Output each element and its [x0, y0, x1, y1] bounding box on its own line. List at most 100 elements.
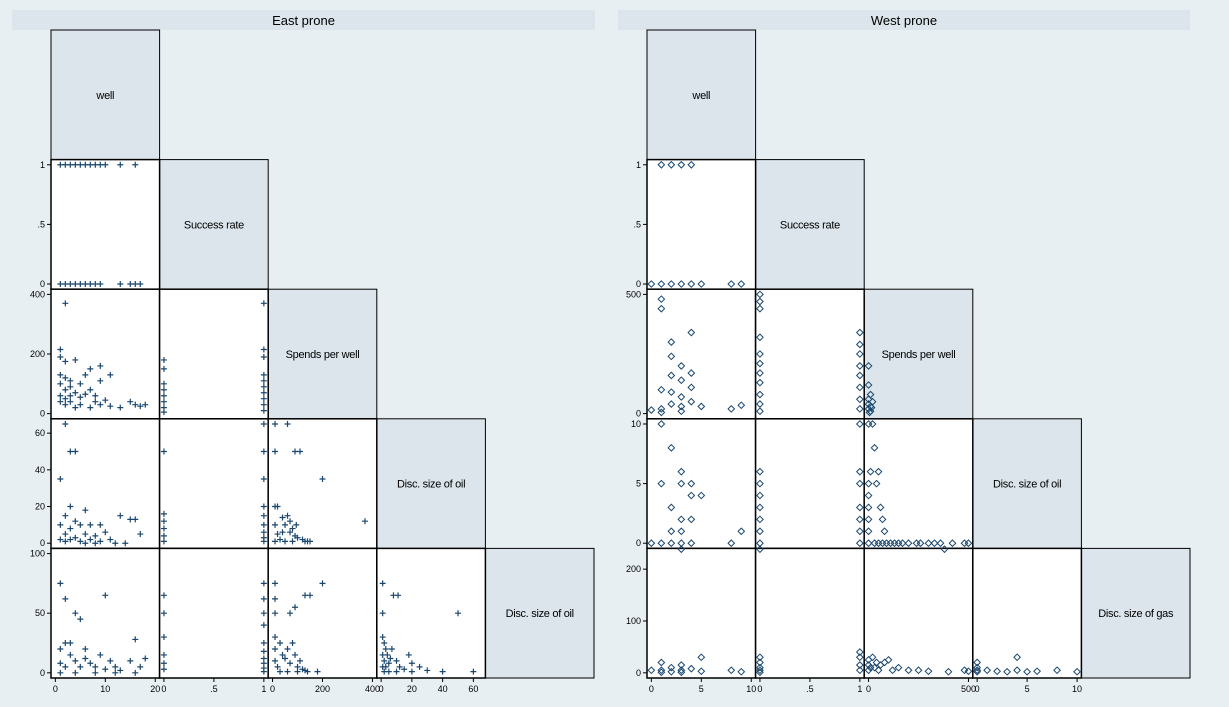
data-point — [756, 390, 764, 399]
data-point — [756, 491, 764, 500]
data-point — [408, 660, 415, 667]
data-point — [361, 518, 368, 525]
x-tick-label: 400 — [365, 684, 380, 694]
data-point — [284, 645, 291, 652]
diagonal-cell — [863, 288, 974, 420]
data-point — [424, 667, 431, 674]
x-tick-label: 0 — [757, 684, 762, 694]
data-point — [279, 651, 286, 658]
data-point — [307, 592, 314, 599]
data-point — [272, 538, 279, 545]
data-point — [904, 539, 913, 548]
y-tick-label: 0 — [40, 279, 45, 289]
data-point — [697, 280, 706, 288]
data-point — [77, 538, 84, 545]
data-point — [102, 397, 109, 404]
x-tick-label: 0 — [270, 684, 275, 694]
data-point — [677, 527, 686, 536]
x-tick-label: .5 — [806, 684, 814, 694]
data-point — [72, 404, 79, 411]
x-tick-label: 0 — [975, 684, 980, 694]
data-point — [289, 640, 296, 647]
data-point — [282, 655, 289, 662]
x-tick-label: 20 — [150, 684, 160, 694]
data-point — [697, 491, 706, 500]
x-tick-label: 10 — [1072, 684, 1082, 694]
data-point — [260, 448, 267, 455]
data-point — [82, 531, 89, 538]
data-point — [667, 503, 676, 512]
data-point — [67, 536, 74, 543]
data-point — [737, 280, 746, 288]
data-point — [289, 538, 296, 545]
data-point — [667, 388, 676, 397]
data-point — [260, 622, 267, 629]
data-point — [319, 476, 326, 483]
data-point — [868, 420, 877, 428]
data-point — [677, 545, 686, 554]
data-point — [82, 540, 89, 547]
diagonal-cell — [267, 288, 378, 420]
data-point — [160, 666, 167, 673]
data-point — [107, 371, 114, 378]
data-point — [160, 380, 167, 387]
data-point — [272, 448, 279, 455]
data-point — [57, 392, 64, 399]
data-point — [260, 353, 267, 360]
data-point — [279, 529, 286, 536]
data-point — [137, 281, 144, 288]
data-point — [1013, 666, 1022, 675]
data-point — [855, 340, 864, 349]
data-point — [67, 651, 74, 658]
data-point — [379, 580, 386, 587]
data-point — [160, 610, 167, 617]
plot-cell — [646, 288, 757, 420]
data-point — [647, 666, 656, 675]
data-point — [289, 525, 296, 532]
data-point — [756, 407, 764, 416]
data-point — [388, 645, 395, 652]
data-point — [314, 668, 321, 675]
data-point — [888, 666, 897, 675]
data-point — [727, 666, 736, 675]
data-point — [756, 290, 764, 299]
data-point — [57, 669, 64, 676]
diagonal-cell — [1080, 547, 1191, 679]
data-point — [657, 295, 666, 304]
data-point — [274, 531, 281, 538]
data-point — [67, 383, 74, 390]
data-point — [92, 398, 99, 405]
data-point — [72, 448, 79, 455]
data-point — [82, 645, 89, 652]
data-point — [57, 580, 64, 587]
data-point — [277, 640, 284, 647]
data-point — [82, 371, 89, 378]
data-point — [667, 280, 676, 288]
data-point — [122, 540, 129, 547]
data-point — [416, 663, 423, 670]
data-point — [160, 651, 167, 658]
y-tick-label: 20 — [35, 502, 45, 512]
data-point — [454, 610, 461, 617]
data-point — [107, 536, 114, 543]
data-point — [667, 160, 676, 169]
diagonal-cell — [972, 418, 1082, 549]
data-point — [132, 516, 139, 523]
x-tick-label: 0 — [866, 684, 871, 694]
data-point — [57, 476, 64, 483]
data-point — [727, 539, 736, 548]
data-point — [657, 666, 666, 675]
data-point — [393, 657, 400, 664]
data-point — [855, 328, 864, 337]
data-point — [287, 610, 294, 617]
data-point — [260, 610, 267, 617]
data-point — [973, 667, 982, 676]
y-tick-label: 0 — [636, 538, 641, 548]
x-tick-label: 500 — [961, 684, 976, 694]
data-point — [260, 580, 267, 587]
data-point — [677, 362, 686, 370]
title-strip — [618, 10, 1190, 30]
data-point — [677, 668, 686, 677]
data-point — [77, 521, 84, 528]
